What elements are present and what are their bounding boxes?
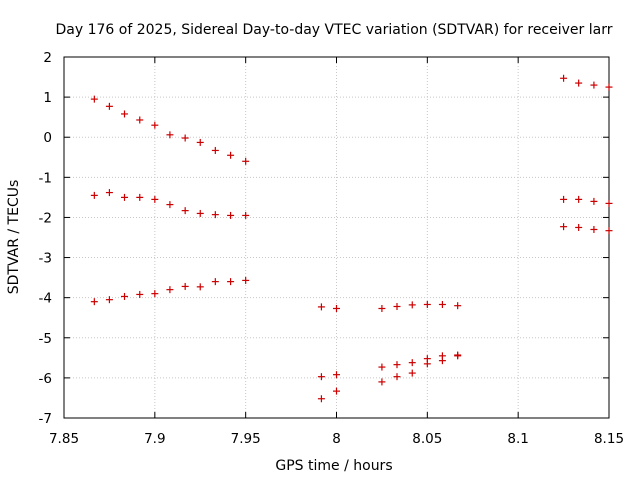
data-point (196, 209, 204, 217)
data-point (317, 373, 325, 381)
data-point (333, 371, 340, 379)
data-point (181, 134, 189, 142)
grid-lines (64, 57, 609, 418)
data-point (575, 223, 583, 231)
data-point (211, 146, 219, 154)
data-point (393, 361, 401, 369)
data-point (181, 282, 189, 290)
y-tick-label: -2 (39, 210, 52, 226)
y-axis-label: SDTVAR / TECUs (6, 180, 22, 295)
y-tick-label: -6 (39, 371, 52, 387)
data-point (590, 225, 598, 233)
data-point (151, 195, 159, 203)
data-point (105, 102, 113, 110)
x-tick-label: 7.9 (144, 431, 165, 447)
axis-ticks (63, 56, 610, 419)
data-point (590, 81, 598, 89)
y-tick-label: 0 (43, 130, 52, 146)
data-point (227, 278, 235, 286)
data-point (227, 151, 235, 159)
y-tick-label: -3 (39, 251, 52, 267)
data-point (151, 290, 159, 298)
x-tick-label: 7.85 (49, 431, 79, 447)
data-point (181, 207, 189, 215)
data-point (120, 292, 128, 300)
data-point (560, 195, 568, 203)
x-axis-label: GPS time / hours (275, 458, 392, 474)
chart-title: Day 176 of 2025, Sidereal Day-to-day VTE… (56, 22, 613, 38)
data-point (333, 387, 340, 395)
data-point (560, 74, 568, 82)
x-tick-label: 8.15 (594, 431, 624, 447)
data-point (151, 121, 159, 129)
data-point (575, 195, 583, 203)
data-point (211, 211, 219, 219)
data-point (317, 395, 325, 403)
data-point (105, 189, 113, 197)
data-point (605, 227, 613, 235)
data-point (408, 369, 416, 377)
data-point (438, 357, 446, 365)
data-point (333, 304, 340, 312)
x-tick-label: 8 (332, 431, 341, 447)
y-tick-label: -4 (39, 291, 52, 307)
data-point (136, 116, 144, 124)
data-point (590, 197, 598, 205)
data-points (90, 74, 613, 403)
data-point (90, 95, 98, 103)
x-tick-label: 7.95 (231, 431, 261, 447)
y-tick-labels: -7 -6 -5 -4 -3 -2 -1 0 1 2 (39, 50, 52, 427)
y-tick-label: -7 (39, 411, 52, 427)
data-point (378, 304, 386, 312)
y-tick-label: 2 (43, 50, 52, 66)
data-point (166, 286, 174, 294)
data-point (454, 352, 462, 360)
data-point (393, 302, 401, 310)
data-point (120, 193, 128, 201)
data-point (136, 290, 144, 298)
data-point (378, 378, 386, 386)
data-point (423, 360, 431, 368)
data-point (242, 211, 250, 219)
data-point (227, 211, 235, 219)
data-point (120, 110, 128, 118)
y-tick-label: -1 (39, 170, 52, 186)
data-point (166, 201, 174, 209)
data-point (378, 363, 386, 371)
data-point (105, 296, 113, 304)
data-point (575, 79, 583, 87)
y-tick-label: 1 (43, 90, 52, 106)
data-point (408, 359, 416, 367)
x-tick-label: 8.1 (507, 431, 528, 447)
data-point (560, 223, 568, 231)
data-point (408, 301, 416, 309)
data-point (393, 373, 401, 381)
data-point (136, 193, 144, 201)
data-point (242, 276, 250, 284)
data-point (242, 157, 250, 165)
data-point (196, 138, 204, 146)
data-point (90, 298, 98, 306)
x-tick-label: 8.05 (412, 431, 442, 447)
y-tick-label: -5 (39, 331, 52, 347)
x-tick-labels: 7.85 7.9 7.95 8 8.05 8.1 8.15 (49, 431, 624, 447)
data-point (211, 278, 219, 286)
data-point (454, 302, 462, 310)
data-point (605, 199, 613, 207)
data-point (90, 191, 98, 199)
data-point (196, 283, 204, 291)
data-point (438, 300, 446, 308)
data-point (317, 303, 325, 311)
data-point (166, 131, 174, 139)
data-point (605, 83, 613, 91)
data-point (423, 300, 431, 308)
